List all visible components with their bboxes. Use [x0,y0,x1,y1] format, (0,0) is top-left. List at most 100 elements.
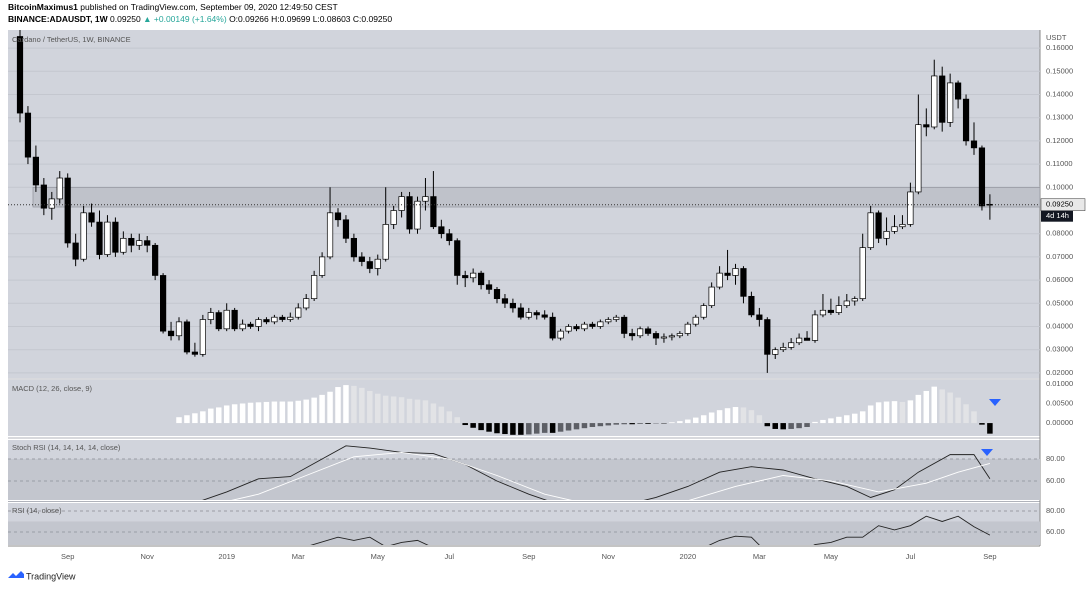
arrow [981,449,993,456]
macd-bar [255,402,262,424]
candle-body [708,286,715,306]
candle-body [700,305,707,318]
y-tick-label: 0.15000 [1046,66,1073,75]
x-tick-label: May [371,552,385,561]
indicator-line [231,451,991,500]
candle-body [907,191,914,225]
macd-bar [573,423,580,430]
macd-bar [239,403,246,424]
candle-body [207,312,214,320]
candle-body [72,242,79,260]
y-tick-label: 0.16000 [1046,43,1073,52]
candle-body [835,305,842,313]
macd-bar [613,423,619,425]
macd-bar [510,423,516,435]
candle-body [629,333,636,337]
y-tick-label: 0.03000 [1046,345,1073,354]
macd-bar [677,421,683,424]
candle-body [223,309,230,330]
candle-body [422,196,429,202]
candle-body [263,319,270,323]
rsi-title: RSI (14, close) [12,506,62,515]
candle-body [589,323,596,327]
candle-body [970,140,978,149]
candle-body [811,314,819,341]
candle-body [446,233,453,242]
candle-body [660,336,668,339]
stoch-title: Stoch RSI (14, 14, 14, 14, close) [12,443,121,452]
macd-bar [367,390,373,424]
candle-body [605,319,612,323]
macd-bar [502,423,508,435]
macd-bar [820,419,826,424]
candle-body [565,326,572,332]
macd-bar [343,385,349,424]
resistance-zone [32,186,1040,208]
candle-body [16,36,24,114]
candle-body [120,237,127,253]
x-tick-label: Mar [753,552,766,561]
candle-body [167,330,175,337]
candle-body [136,240,143,246]
axes: 0.02000 0.03000 0.04000 0.05000 0.06000 0.070… [61,43,1086,561]
macd-bar [875,402,882,424]
symbol: BINANCE:ADAUSDT, 1W [8,14,109,24]
candle-body [827,309,835,313]
legend: Cardano / TetherUS, 1W, BINANCE [12,35,131,44]
candle-body [295,307,302,318]
candle-body [891,226,898,232]
candle-body [923,124,930,128]
candle-body [883,231,890,239]
brand: TradingView [26,571,76,581]
candle-body [287,316,294,320]
indicator-line [310,515,991,545]
candle-body [978,147,986,207]
candle-body [724,272,731,276]
macd-bar [398,397,405,424]
candle-body [613,316,620,320]
indicator-line [202,445,991,500]
candle-body [676,333,683,337]
candle-body [255,319,262,327]
macd-bar [867,405,874,424]
macd-bar [812,421,818,424]
candle-body [191,351,198,355]
y-tick-label: 0.07000 [1046,252,1073,261]
band [8,459,1040,500]
price-axis-unit: USDT [1046,33,1067,42]
macd-bar [852,413,858,424]
macd-bar [963,404,969,424]
macd-bar [955,397,961,424]
macd-bar [780,423,786,430]
candle-body [470,272,477,279]
candle-body [756,314,763,320]
candle-body [175,321,183,337]
candle-body [947,82,954,123]
macd-bar [359,387,365,424]
macd-bar [971,411,977,424]
macd-bar [200,411,206,424]
candle-body [732,268,739,276]
arrow [989,399,1001,406]
macd-bar [462,423,468,426]
candle-body [398,196,405,211]
macd-bar [541,423,548,433]
y-tick-label: 80.00 [1046,454,1065,463]
candle-body [764,319,771,355]
y-tick-label: 0.04000 [1046,321,1073,330]
x-tick-label: Jul [445,552,455,561]
change: ▲ +0.00149 (+1.64%) [143,14,227,24]
candle-body [621,316,628,334]
macd-bar [716,410,723,424]
symbol-line: BINANCE:ADAUSDT, 1W 0.09250 ▲ +0.00149 (… [8,14,392,24]
candle-body [311,275,318,300]
main-plot [8,30,1040,374]
stoch-plot [8,445,1040,500]
macd-bar [732,407,739,424]
macd-bar [859,411,866,424]
band [8,521,1040,545]
candle-body [899,224,906,228]
candle-body [231,309,238,330]
candle-body [684,323,691,334]
